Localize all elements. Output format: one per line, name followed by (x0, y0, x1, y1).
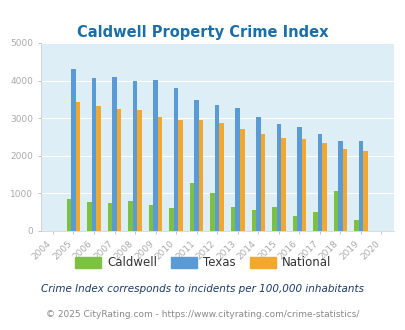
Bar (260, 134, 264, 231)
Bar (219, 123, 224, 231)
Bar (358, 141, 362, 231)
Bar (190, 183, 194, 231)
Bar (96, 106, 100, 231)
Bar (169, 209, 173, 231)
Bar (92, 78, 96, 231)
Bar (235, 108, 239, 231)
Legend: Caldwell, Texas, National: Caldwell, Texas, National (70, 252, 335, 274)
Bar (353, 220, 358, 231)
Bar (214, 105, 219, 231)
Bar (362, 151, 367, 231)
Bar (173, 88, 178, 231)
Bar (312, 212, 317, 231)
Bar (280, 138, 285, 231)
Bar (153, 80, 158, 231)
Bar (276, 124, 280, 231)
Bar (112, 77, 117, 231)
Bar (296, 127, 301, 231)
Text: Caldwell Property Crime Index: Caldwell Property Crime Index (77, 25, 328, 40)
Bar (333, 191, 337, 231)
Bar (337, 141, 342, 231)
Bar (178, 120, 183, 231)
Bar (128, 201, 132, 231)
Bar (251, 210, 256, 231)
Bar (271, 207, 276, 231)
Text: © 2025 CityRating.com - https://www.cityrating.com/crime-statistics/: © 2025 CityRating.com - https://www.city… (46, 311, 359, 319)
Bar (158, 117, 162, 231)
Bar (210, 193, 214, 231)
Bar (239, 129, 244, 231)
Bar (132, 81, 137, 231)
Bar (256, 116, 260, 231)
Bar (198, 120, 203, 231)
Bar (117, 109, 121, 231)
Bar (75, 102, 80, 231)
Bar (317, 134, 321, 231)
Bar (230, 207, 235, 231)
Text: Crime Index corresponds to incidents per 100,000 inhabitants: Crime Index corresponds to incidents per… (41, 284, 364, 294)
Bar (71, 69, 75, 231)
Bar (66, 199, 71, 231)
Bar (342, 148, 346, 231)
Bar (137, 110, 141, 231)
Bar (321, 143, 326, 231)
Bar (292, 216, 296, 231)
Bar (107, 203, 112, 231)
Bar (149, 205, 153, 231)
Bar (301, 139, 305, 231)
Bar (194, 100, 198, 231)
Bar (87, 202, 92, 231)
